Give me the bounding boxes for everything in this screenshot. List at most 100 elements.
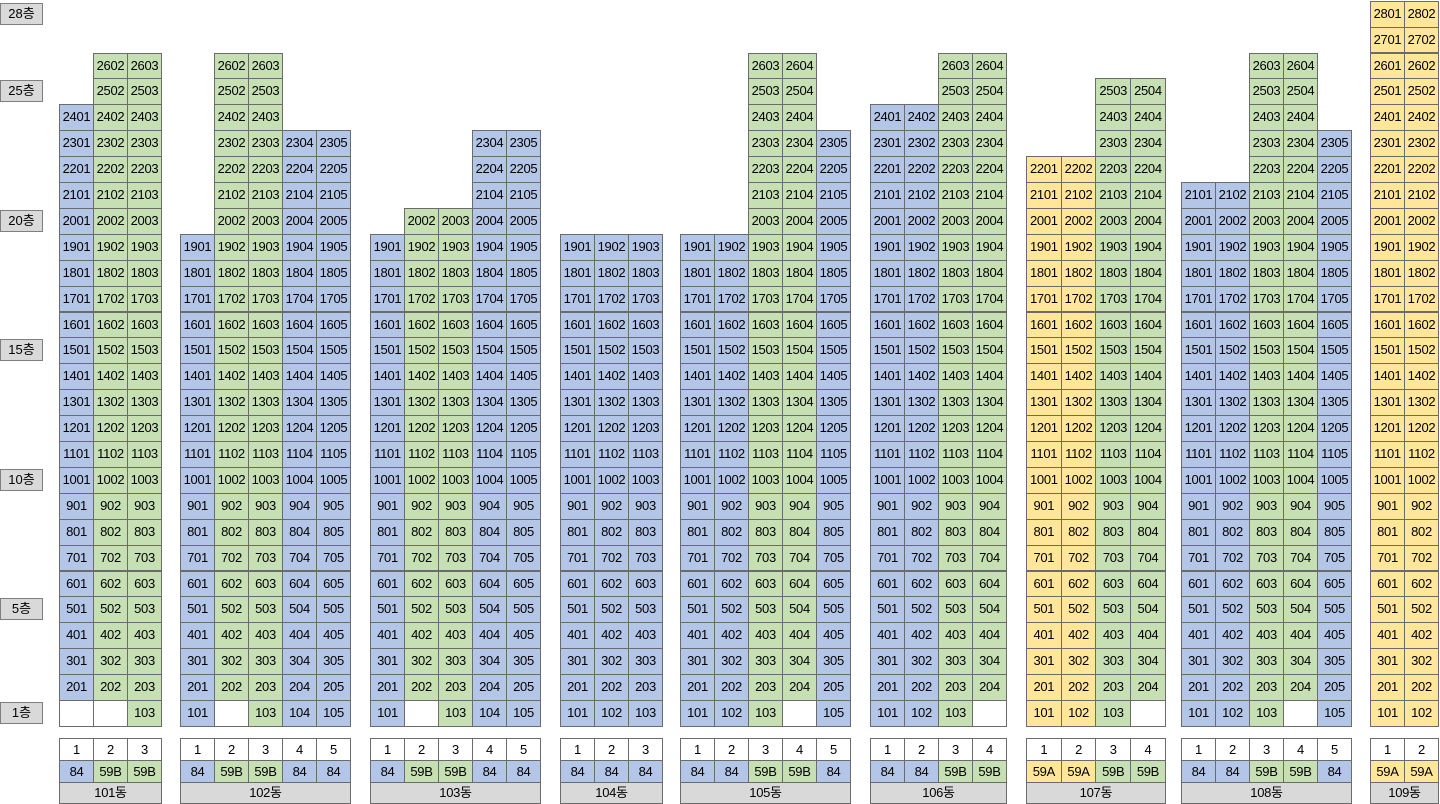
unit-cell: 2001 — [1370, 207, 1405, 235]
unit-cell: 1003 — [938, 466, 973, 494]
unit-cell: 1101 — [680, 441, 715, 468]
unit-cell: 1002 — [714, 466, 749, 494]
unit-cell: 1801 — [560, 259, 595, 287]
unit-cell: 2503 — [1095, 78, 1132, 106]
unit-cell: 1802 — [404, 259, 439, 287]
unit-cell: 2604 — [972, 52, 1007, 80]
unit-cell: 2105 — [1317, 182, 1352, 209]
unit-cell: 1701 — [370, 285, 405, 313]
unit-cell: 2203 — [748, 156, 783, 183]
unit-cell: 2401 — [59, 104, 94, 132]
unit-cell: 1603 — [1249, 311, 1284, 339]
unit-cell: 1204 — [282, 415, 317, 442]
unit-cell: 1004 — [1283, 466, 1318, 494]
unit-cell: 1703 — [438, 285, 473, 313]
unit-cell: 401 — [680, 622, 715, 650]
unit-cell: 1604 — [782, 311, 817, 339]
unit-cell: 1303 — [438, 389, 473, 417]
unit-cell: 602 — [93, 570, 128, 598]
unit-cell: 2103 — [748, 182, 783, 209]
line-number: 3 — [248, 738, 283, 761]
unit-cell: 204 — [972, 674, 1007, 701]
unit-cell: 1402 — [1060, 363, 1097, 391]
unit-cell: 2103 — [1095, 182, 1132, 209]
unit-cell: 2201 — [1026, 156, 1062, 183]
unit-cell: 701 — [1370, 544, 1405, 572]
unit-cell: 1502 — [93, 337, 128, 365]
unit-cell: 1801 — [870, 259, 905, 287]
unit-cell: 1402 — [93, 363, 128, 391]
unit-cell: 1802 — [904, 259, 939, 287]
unit-cell: 1902 — [404, 233, 439, 261]
unit-cell: 1803 — [127, 259, 162, 287]
unit-cell: 1604 — [1283, 311, 1318, 339]
unit-cell: 1101 — [180, 441, 215, 468]
line-number: 5 — [506, 738, 541, 761]
unit-cell: 2402 — [93, 104, 128, 132]
unit-cell: 1703 — [127, 285, 162, 313]
unit-cell: 1601 — [59, 311, 94, 339]
unit-cell: 1004 — [972, 466, 1007, 494]
unit-cell: 2104 — [472, 182, 507, 209]
unit-cell: 1802 — [1404, 259, 1439, 287]
line-number: 4 — [1130, 738, 1166, 761]
unit-cell: 302 — [594, 648, 629, 676]
unit-cell: 1205 — [506, 415, 541, 442]
unit-cell: 904 — [1130, 492, 1166, 520]
unit-cell: 1903 — [1095, 233, 1132, 261]
unit-cell: 303 — [248, 648, 283, 676]
unit-cell: 1501 — [1026, 337, 1062, 365]
unit-cell: 1703 — [628, 285, 663, 313]
unit-cell: 702 — [214, 544, 249, 572]
unit-cell: 202 — [404, 674, 439, 701]
unit-cell: 1503 — [628, 337, 663, 365]
unit-cell: 1204 — [472, 415, 507, 442]
unit-cell: 402 — [714, 622, 749, 650]
unit-cell: 1004 — [282, 466, 317, 494]
unit-cell: 205 — [816, 674, 851, 701]
unit-type: 84 — [180, 760, 215, 783]
unit-cell: 803 — [1095, 518, 1132, 546]
unit-cell: 1403 — [438, 363, 473, 391]
unit-cell: 1403 — [748, 363, 783, 391]
building-name: 102동 — [180, 782, 351, 804]
unit-cell: 101 — [870, 700, 905, 727]
unit-cell: 1902 — [1215, 233, 1250, 261]
unit-cell: 1203 — [748, 415, 783, 442]
unit-cell: 1904 — [1130, 233, 1166, 261]
unit-cell: 703 — [1249, 544, 1284, 572]
unit-cell: 1404 — [972, 363, 1007, 391]
unit-cell: 801 — [180, 518, 215, 546]
unit-cell: 1602 — [1404, 311, 1439, 339]
unit-cell: 2105 — [316, 182, 351, 209]
unit-cell: 2603 — [248, 52, 283, 80]
unit-cell: 1001 — [1026, 466, 1062, 494]
unit-cell: 1102 — [594, 441, 629, 468]
unit-cell: 603 — [748, 570, 783, 598]
line-number: 2 — [714, 738, 749, 761]
unit-cell: 2402 — [214, 104, 249, 132]
unit-cell: 2003 — [748, 207, 783, 235]
unit-cell: 1601 — [560, 311, 595, 339]
unit-cell: 804 — [972, 518, 1007, 546]
unit-cell: 1703 — [938, 285, 973, 313]
unit-cell: 1505 — [1317, 337, 1352, 365]
unit-cell: 2004 — [1130, 207, 1166, 235]
unit-cell: 904 — [472, 492, 507, 520]
line-number: 2 — [1404, 738, 1439, 761]
unit-cell: 2002 — [404, 207, 439, 235]
floor-label-10: 10층 — [0, 468, 43, 491]
unit-cell: 301 — [1026, 648, 1062, 676]
unit-cell: 702 — [1060, 544, 1097, 572]
unit-cell: 603 — [1095, 570, 1132, 598]
unit-cell: 1404 — [782, 363, 817, 391]
unit-cell: 204 — [282, 674, 317, 701]
unit-cell: 701 — [1181, 544, 1216, 572]
unit-cell: 805 — [816, 518, 851, 546]
unit-cell: 1603 — [248, 311, 283, 339]
unit-cell: 504 — [1130, 596, 1166, 624]
unit-cell: 1105 — [1317, 441, 1352, 468]
unit-cell: 1804 — [782, 259, 817, 287]
unit-cell: 802 — [214, 518, 249, 546]
unit-cell: 2603 — [748, 52, 783, 80]
